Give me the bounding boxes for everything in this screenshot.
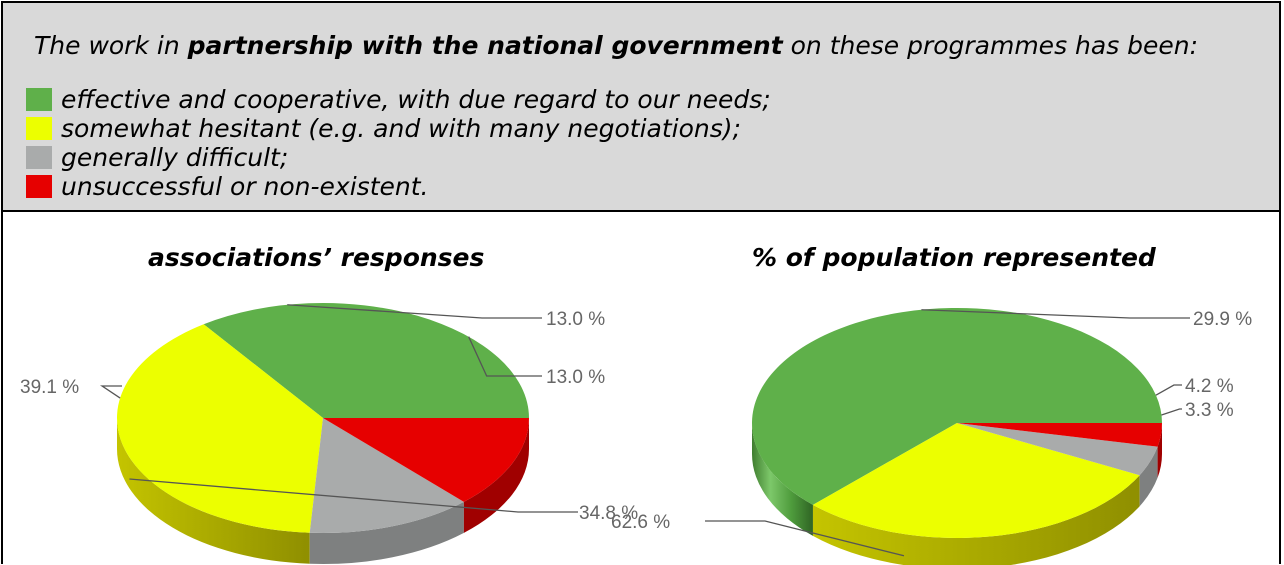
pie-chart-population: 62.6 % 29.9 % 4.2 % 3.3 % bbox=[611, 308, 1252, 565]
data-label-effective: 62.6 % bbox=[611, 512, 670, 533]
pie-chart-associations: 34.8 %39.1 %13.0 %13.0 % bbox=[20, 303, 638, 564]
data-label-unsuccessful: 3.3 % bbox=[1185, 400, 1234, 421]
leader-line-difficult bbox=[1156, 385, 1182, 395]
data-label-hesitant: 29.9 % bbox=[1193, 309, 1252, 330]
leader-line-hesitant bbox=[102, 386, 122, 398]
data-label-hesitant: 39.1 % bbox=[20, 377, 79, 398]
data-label-difficult: 13.0 % bbox=[546, 309, 605, 330]
data-label-unsuccessful: 13.0 % bbox=[546, 367, 605, 388]
data-label-difficult: 4.2 % bbox=[1185, 376, 1234, 397]
leader-line-unsuccessful bbox=[1162, 409, 1182, 415]
